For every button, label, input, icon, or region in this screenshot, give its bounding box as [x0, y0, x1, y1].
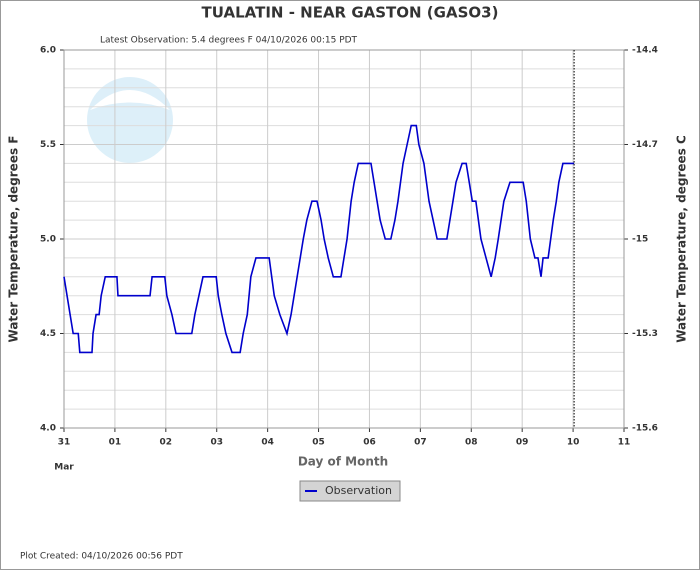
x-tick-label: 10 — [567, 438, 580, 448]
series-line — [63, 124, 575, 354]
y-tick-label: 6.0 — [40, 46, 56, 56]
x-tick-label: 03 — [210, 438, 223, 448]
y-tick-label: 5.5 — [40, 140, 56, 150]
y-tick-label: 5.0 — [40, 235, 56, 245]
x-tick-label: 09 — [516, 438, 529, 448]
y2-tick-label: -15 — [632, 235, 648, 245]
x-month-label: Mar — [54, 463, 74, 473]
plot-border — [63, 49, 625, 429]
x-tick-label: 31 — [58, 438, 71, 448]
y-axis-label: Water Temperature, degrees F — [7, 136, 21, 343]
x-tick-label: 04 — [261, 438, 274, 448]
subtitle: Latest Observation: 5.4 degrees F 04/10/… — [100, 36, 358, 46]
chart-title: TUALATIN - NEAR GASTON (GASO3) — [202, 4, 499, 22]
y-tick-label: 4.0 — [40, 424, 56, 434]
x-tick-label: 06 — [363, 438, 376, 448]
legend-label: Observation — [325, 484, 392, 497]
y2-tick-label: -14.7 — [632, 140, 658, 150]
x-tick-label: 11 — [618, 438, 631, 448]
legend-box — [299, 480, 401, 502]
x-tick-label: 01 — [109, 438, 122, 448]
y2-axis-label: Water Temperature, degrees C — [675, 135, 689, 343]
y2-tick-label: -15.3 — [632, 329, 658, 339]
x-tick-label: 02 — [160, 438, 173, 448]
x-tick-label: 08 — [465, 438, 478, 448]
x-axis-label: Day of Month — [298, 455, 388, 469]
footer: Plot Created: 04/10/2026 00:56 PDT — [20, 552, 183, 562]
x-tick-label: 07 — [414, 438, 427, 448]
y2-tick-label: -14.4 — [632, 46, 658, 56]
y-tick-label: 4.5 — [40, 329, 56, 339]
noaa-logo — [87, 77, 173, 163]
y2-tick-label: -15.6 — [632, 424, 658, 434]
x-tick-label: 05 — [312, 438, 325, 448]
